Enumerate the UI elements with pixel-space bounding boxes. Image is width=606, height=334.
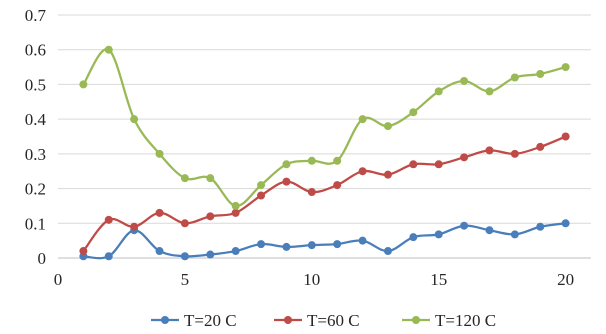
data-point-t-120-c	[180, 174, 189, 183]
data-point-t-60-c	[536, 142, 545, 151]
x-tick-label: 0	[54, 270, 63, 289]
data-point-t-20-c	[409, 233, 418, 242]
data-point-t-20-c	[257, 240, 266, 249]
legend-label: T=120 C	[435, 311, 496, 330]
data-point-t-20-c	[282, 242, 291, 251]
data-point-t-60-c	[282, 177, 291, 186]
data-point-t-20-c	[155, 247, 164, 256]
data-point-t-120-c	[307, 156, 316, 165]
data-point-t-120-c	[206, 174, 215, 183]
data-point-t-60-c	[434, 160, 443, 169]
legend-item-t-120-c: T=120 C	[402, 311, 496, 330]
series-line-t-20-c	[83, 222, 566, 260]
data-point-t-120-c	[561, 63, 570, 72]
data-point-t-60-c	[206, 212, 215, 221]
legend-swatch-marker	[412, 316, 420, 324]
data-point-t-60-c	[130, 222, 139, 231]
gridlines	[58, 14, 591, 224]
data-point-t-60-c	[180, 219, 189, 228]
data-point-t-60-c	[155, 208, 164, 217]
data-point-t-60-c	[307, 188, 316, 197]
data-point-t-60-c	[104, 215, 113, 224]
y-tick-label: 0.2	[25, 180, 46, 199]
data-point-t-60-c	[510, 149, 519, 158]
data-point-t-60-c	[358, 167, 367, 176]
data-point-t-20-c	[307, 241, 316, 250]
data-point-t-120-c	[409, 108, 418, 117]
data-point-t-120-c	[130, 115, 139, 124]
data-point-t-20-c	[561, 219, 570, 228]
data-point-t-120-c	[79, 80, 88, 89]
x-tick-label: 15	[430, 270, 447, 289]
data-point-t-20-c	[383, 247, 392, 256]
tick-labels: 0 0.1 0.2 0.3 0.4 0.5 0.6 0.7 0 5 10 15 20	[25, 6, 574, 289]
data-point-t-20-c	[333, 240, 342, 249]
data-point-t-20-c	[460, 221, 469, 230]
data-point-t-120-c	[434, 87, 443, 96]
data-point-t-120-c	[383, 122, 392, 131]
data-point-t-120-c	[485, 87, 494, 96]
data-point-t-20-c	[231, 247, 240, 256]
x-tick-label: 5	[181, 270, 190, 289]
data-point-t-120-c	[536, 70, 545, 79]
legend-item-t-20-c: T=20 C	[151, 311, 237, 330]
data-point-t-20-c	[206, 250, 215, 259]
data-point-t-20-c	[434, 230, 443, 239]
data-point-t-120-c	[231, 201, 240, 210]
data-point-t-60-c	[409, 160, 418, 169]
y-tick-label: 0.7	[25, 6, 47, 25]
data-point-t-20-c	[358, 236, 367, 245]
legend-label: T=60 C	[307, 311, 360, 330]
legend-item-t-60-c: T=60 C	[274, 311, 360, 330]
data-point-t-120-c	[282, 160, 291, 169]
data-point-t-120-c	[333, 156, 342, 165]
data-point-t-60-c	[79, 247, 88, 256]
x-tick-label: 20	[557, 270, 574, 289]
data-point-t-120-c	[358, 115, 367, 124]
data-point-t-20-c	[180, 252, 189, 261]
data-point-t-120-c	[155, 149, 164, 158]
data-point-t-60-c	[231, 208, 240, 217]
data-point-t-20-c	[104, 252, 113, 261]
series-t-20-c	[79, 219, 570, 261]
y-tick-label: 0.3	[25, 145, 46, 164]
data-point-t-20-c	[485, 226, 494, 235]
data-point-t-60-c	[561, 132, 570, 141]
y-tick-label: 0.1	[25, 214, 46, 233]
data-point-t-20-c	[510, 230, 519, 239]
legend: T=20 C T=60 C T=120 C	[151, 311, 496, 330]
data-point-t-60-c	[257, 191, 266, 200]
legend-label: T=20 C	[184, 311, 237, 330]
data-point-t-20-c	[536, 222, 545, 231]
x-tick-label: 10	[303, 270, 320, 289]
y-tick-label: 0.4	[25, 110, 47, 129]
y-tick-label: 0	[38, 249, 47, 268]
y-tick-label: 0.6	[25, 41, 46, 60]
data-point-t-120-c	[257, 181, 266, 190]
data-point-t-60-c	[485, 146, 494, 155]
legend-swatch-marker	[161, 316, 169, 324]
data-point-t-60-c	[460, 153, 469, 162]
series-line-t-120-c	[82, 48, 566, 208]
series-lines	[79, 45, 570, 261]
series-t-60-c	[79, 132, 570, 256]
legend-swatch-marker	[284, 316, 292, 324]
data-point-t-120-c	[104, 45, 113, 54]
data-point-t-120-c	[460, 76, 469, 85]
y-tick-label: 0.5	[25, 75, 46, 94]
series-t-120-c	[79, 45, 570, 210]
data-point-t-120-c	[510, 73, 519, 82]
data-point-t-60-c	[333, 181, 342, 190]
data-point-t-60-c	[383, 170, 392, 179]
